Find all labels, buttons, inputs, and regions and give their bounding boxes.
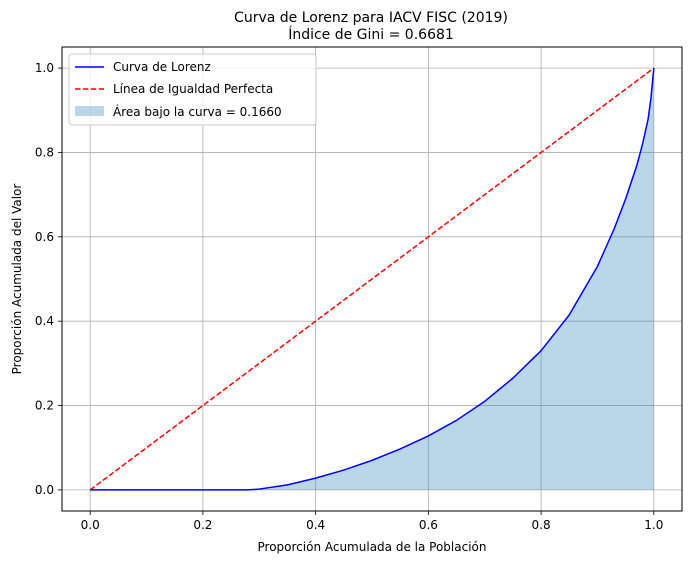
x-tick-label: 0.4 (306, 518, 325, 532)
x-tick-label: 0.2 (193, 518, 212, 532)
x-tick-label: 0.6 (419, 518, 438, 532)
area-under-curve (90, 68, 654, 490)
legend-swatch-area (75, 106, 104, 116)
y-tick-label: 0.0 (35, 483, 54, 497)
y-tick-label: 0.4 (35, 314, 54, 328)
x-axis-label: Proporción Acumulada de la Población (258, 540, 487, 554)
x-tick-label: 0.0 (81, 518, 100, 532)
y-tick-label: 0.6 (35, 230, 54, 244)
equality-line (89, 67, 655, 491)
legend-label-lorenz: Curva de Lorenz (113, 60, 211, 74)
x-tick-label: 0.8 (532, 518, 551, 532)
legend-label-area: Área bajo la curva = 0.1660 (113, 104, 282, 119)
y-axis-label: Proporción Acumulada del Valor (10, 184, 24, 375)
legend-box (68, 53, 317, 126)
lorenz-curve-line (90, 68, 655, 491)
y-tick-label: 1.0 (35, 61, 54, 75)
y-tick-label: 0.2 (35, 399, 54, 413)
y-tick-label: 0.8 (35, 145, 54, 159)
legend-label-equality: Línea de Igualdad Perfecta (113, 82, 273, 96)
x-tick-label: 1.0 (644, 518, 663, 532)
chart-title: Curva de Lorenz para IACV FISC (2019) (234, 10, 508, 26)
plot-frame (61, 46, 683, 512)
chart-subtitle: Índice de Gini = 0.6681 (288, 26, 454, 43)
legend: Curva de Lorenz Línea de Igualdad Perfec… (68, 53, 317, 126)
y-axis-ticks: 0.0 0.2 0.4 0.6 0.8 1.0 (35, 61, 62, 497)
x-axis-ticks: 0.0 0.2 0.4 0.6 0.8 1.0 (81, 511, 663, 532)
